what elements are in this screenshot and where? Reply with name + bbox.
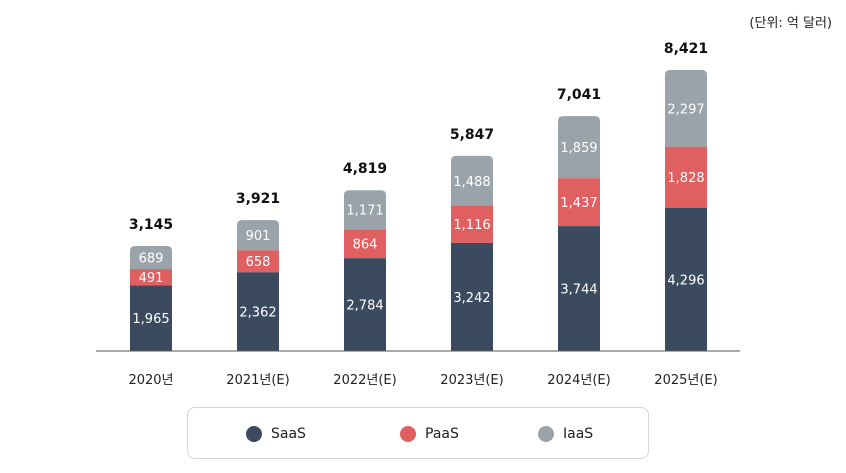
bar-label-saas-4: 3,744 [560, 283, 597, 298]
bar-label-paas-0: 491 [139, 271, 164, 286]
total-label-5: 8,421 [664, 41, 708, 57]
bar-label-paas-3: 1,116 [453, 218, 490, 233]
total-label-4: 7,041 [557, 87, 601, 103]
x-tick-label-5: 2025년(E) [654, 373, 717, 388]
legend-label-iaas: IaaS [563, 426, 594, 442]
bar-iaas-1 [237, 220, 279, 251]
bar-label-iaas-2: 1,171 [346, 204, 383, 219]
bar-saas-2 [344, 258, 386, 351]
bar-label-saas-2: 2,784 [346, 299, 383, 314]
unit-label: (단위: 억 달러) [749, 16, 832, 31]
legend-label-saas: SaaS [271, 426, 306, 442]
bar-saas-5 [665, 207, 707, 351]
x-tick-label-1: 2021년(E) [226, 373, 289, 388]
legend-item-iaas: IaaS [538, 408, 593, 460]
bar-saas-0 [130, 285, 172, 351]
legend: SaaS PaaS IaaS [187, 407, 649, 459]
legend-swatch-paas [400, 426, 416, 442]
legend-item-paas: PaaS [400, 408, 459, 460]
bar-saas-1 [237, 272, 279, 351]
bar-label-paas-1: 658 [246, 255, 271, 270]
x-tick-label-4: 2024년(E) [547, 373, 610, 388]
bar-iaas-4 [558, 116, 600, 179]
bar-saas-3 [451, 242, 493, 351]
x-tick-label-2: 2022년(E) [333, 373, 396, 388]
bar-paas-5 [665, 146, 707, 208]
total-label-1: 3,921 [236, 191, 280, 207]
bar-label-paas-5: 1,828 [667, 171, 704, 186]
bar-label-saas-3: 3,242 [453, 291, 490, 306]
bar-label-iaas-1: 901 [246, 229, 271, 244]
bar-label-paas-4: 1,437 [560, 196, 597, 211]
bar-paas-1 [237, 250, 279, 273]
legend-label-paas: PaaS [425, 426, 459, 442]
bar-iaas-2 [344, 190, 386, 230]
bar-iaas-3 [451, 155, 493, 206]
bar-paas-3 [451, 205, 493, 243]
legend-item-saas: SaaS [246, 408, 306, 460]
bar-iaas-0 [130, 246, 172, 270]
stacked-bar-chart: 1,965 491 689 3,145 2020년 2,362 658 901 3,921 202… [96, 41, 740, 388]
bar-label-iaas-0: 689 [139, 252, 164, 267]
total-label-2: 4,819 [343, 161, 387, 177]
bar-paas-0 [130, 269, 172, 286]
total-label-0: 3,145 [129, 217, 173, 233]
x-tick-label-0: 2020년 [128, 373, 173, 388]
bar-paas-2 [344, 229, 386, 259]
bar-label-saas-0: 1,965 [132, 312, 169, 327]
bar-saas-4 [558, 226, 600, 351]
bar-label-saas-5: 4,296 [667, 273, 704, 288]
bar-iaas-5 [665, 70, 707, 147]
bar-label-iaas-3: 1,488 [453, 175, 490, 190]
bar-label-iaas-5: 2,297 [667, 102, 704, 117]
bar-label-iaas-4: 1,859 [560, 141, 597, 156]
x-tick-label-3: 2023년(E) [440, 373, 503, 388]
bar-label-saas-1: 2,362 [239, 306, 276, 321]
legend-swatch-iaas [538, 426, 554, 442]
bar-label-paas-2: 864 [353, 238, 378, 253]
legend-swatch-saas [246, 426, 262, 442]
total-label-3: 5,847 [450, 127, 494, 143]
bar-paas-4 [558, 178, 600, 227]
